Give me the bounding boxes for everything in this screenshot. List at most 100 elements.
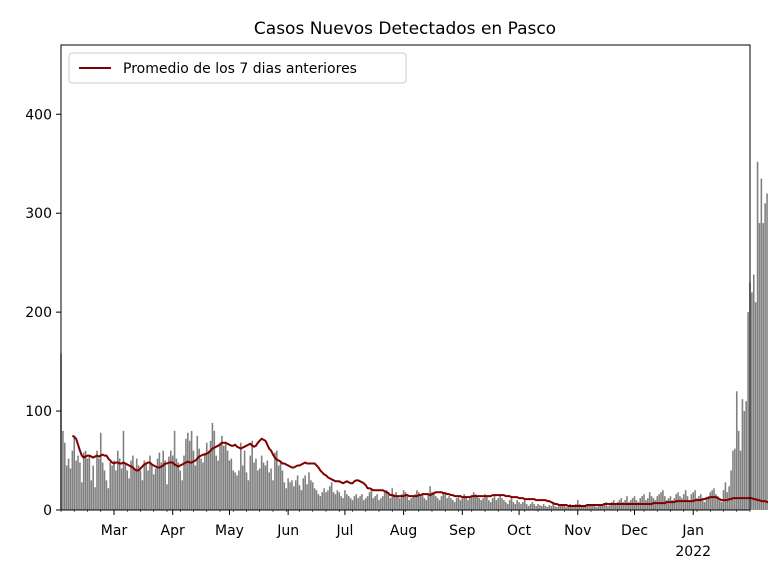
bar (272, 480, 274, 510)
bar (302, 478, 305, 510)
bar (198, 448, 200, 510)
bar (285, 488, 288, 510)
bar (607, 506, 609, 510)
bar (253, 462, 255, 510)
bar (503, 500, 505, 510)
bar (406, 496, 409, 510)
bar (482, 498, 484, 510)
bar (476, 496, 479, 510)
bar (444, 494, 447, 510)
bar (152, 474, 155, 510)
bar (470, 496, 473, 510)
bar (637, 502, 640, 510)
bar (720, 502, 723, 510)
bar (724, 482, 727, 510)
y-tick-label: 200 (25, 305, 52, 321)
bar (374, 496, 377, 510)
bar (181, 480, 183, 510)
bar (461, 498, 464, 510)
bar (548, 505, 551, 510)
bar (243, 450, 246, 510)
bar (493, 496, 496, 510)
bar (363, 500, 365, 510)
bar (546, 507, 549, 510)
bar (277, 465, 280, 510)
bar (228, 460, 231, 510)
bar (347, 496, 350, 510)
bar (423, 498, 426, 510)
bar (241, 465, 244, 510)
bar (448, 496, 450, 510)
bar (63, 442, 66, 510)
bar (440, 496, 443, 510)
bar (281, 470, 284, 510)
bar (145, 462, 147, 510)
bar (319, 496, 322, 510)
bar (86, 458, 89, 510)
x-axis: Mar Apr May Jun Jul Aug Sep Oct Nov Dec Jan 2022 (60, 510, 751, 560)
bar (294, 480, 297, 510)
bar (75, 460, 77, 510)
bar (412, 496, 414, 510)
bar (696, 498, 698, 510)
bar (236, 475, 238, 510)
bar (344, 490, 346, 510)
bar (671, 500, 674, 510)
bar (135, 458, 138, 510)
bar (713, 488, 715, 510)
bar (62, 430, 64, 510)
bar (431, 492, 433, 510)
bar (745, 401, 748, 510)
bar (304, 475, 306, 510)
bar (478, 498, 481, 510)
bar (300, 490, 303, 510)
bar (654, 500, 657, 510)
bar (310, 480, 312, 510)
bar (368, 492, 371, 510)
bar (595, 507, 598, 510)
bar (378, 500, 380, 510)
bar (385, 490, 388, 510)
bar (266, 460, 269, 510)
bar (298, 485, 301, 510)
bar (185, 438, 187, 510)
bar (563, 506, 566, 510)
bar (130, 460, 132, 510)
bar (419, 496, 422, 510)
bar (735, 391, 738, 510)
bar (701, 500, 704, 510)
bar (88, 455, 91, 510)
bar (752, 274, 755, 510)
bar (717, 496, 719, 510)
bar (366, 496, 369, 510)
bar (340, 496, 342, 510)
bar (531, 502, 534, 510)
bar-series (60, 161, 768, 511)
bar (452, 500, 454, 510)
bar (741, 399, 744, 510)
bar (499, 494, 501, 510)
x-tick-label: Jul (335, 523, 353, 539)
bar (349, 498, 352, 510)
bar (274, 452, 276, 510)
bar (739, 450, 742, 510)
bar (99, 432, 102, 510)
bar (679, 496, 681, 510)
bar (217, 460, 219, 510)
bar (616, 502, 619, 510)
bar (139, 470, 142, 510)
bar (584, 505, 587, 510)
bar (539, 505, 541, 510)
bar (648, 492, 651, 510)
bar (327, 490, 329, 510)
bar (262, 462, 265, 510)
bar (166, 484, 168, 510)
bar (469, 498, 471, 510)
bar (457, 496, 460, 510)
bar (257, 470, 259, 510)
bar (467, 500, 469, 510)
bar (296, 475, 299, 510)
bar (154, 468, 157, 510)
bar (603, 504, 606, 510)
bar (291, 480, 293, 510)
